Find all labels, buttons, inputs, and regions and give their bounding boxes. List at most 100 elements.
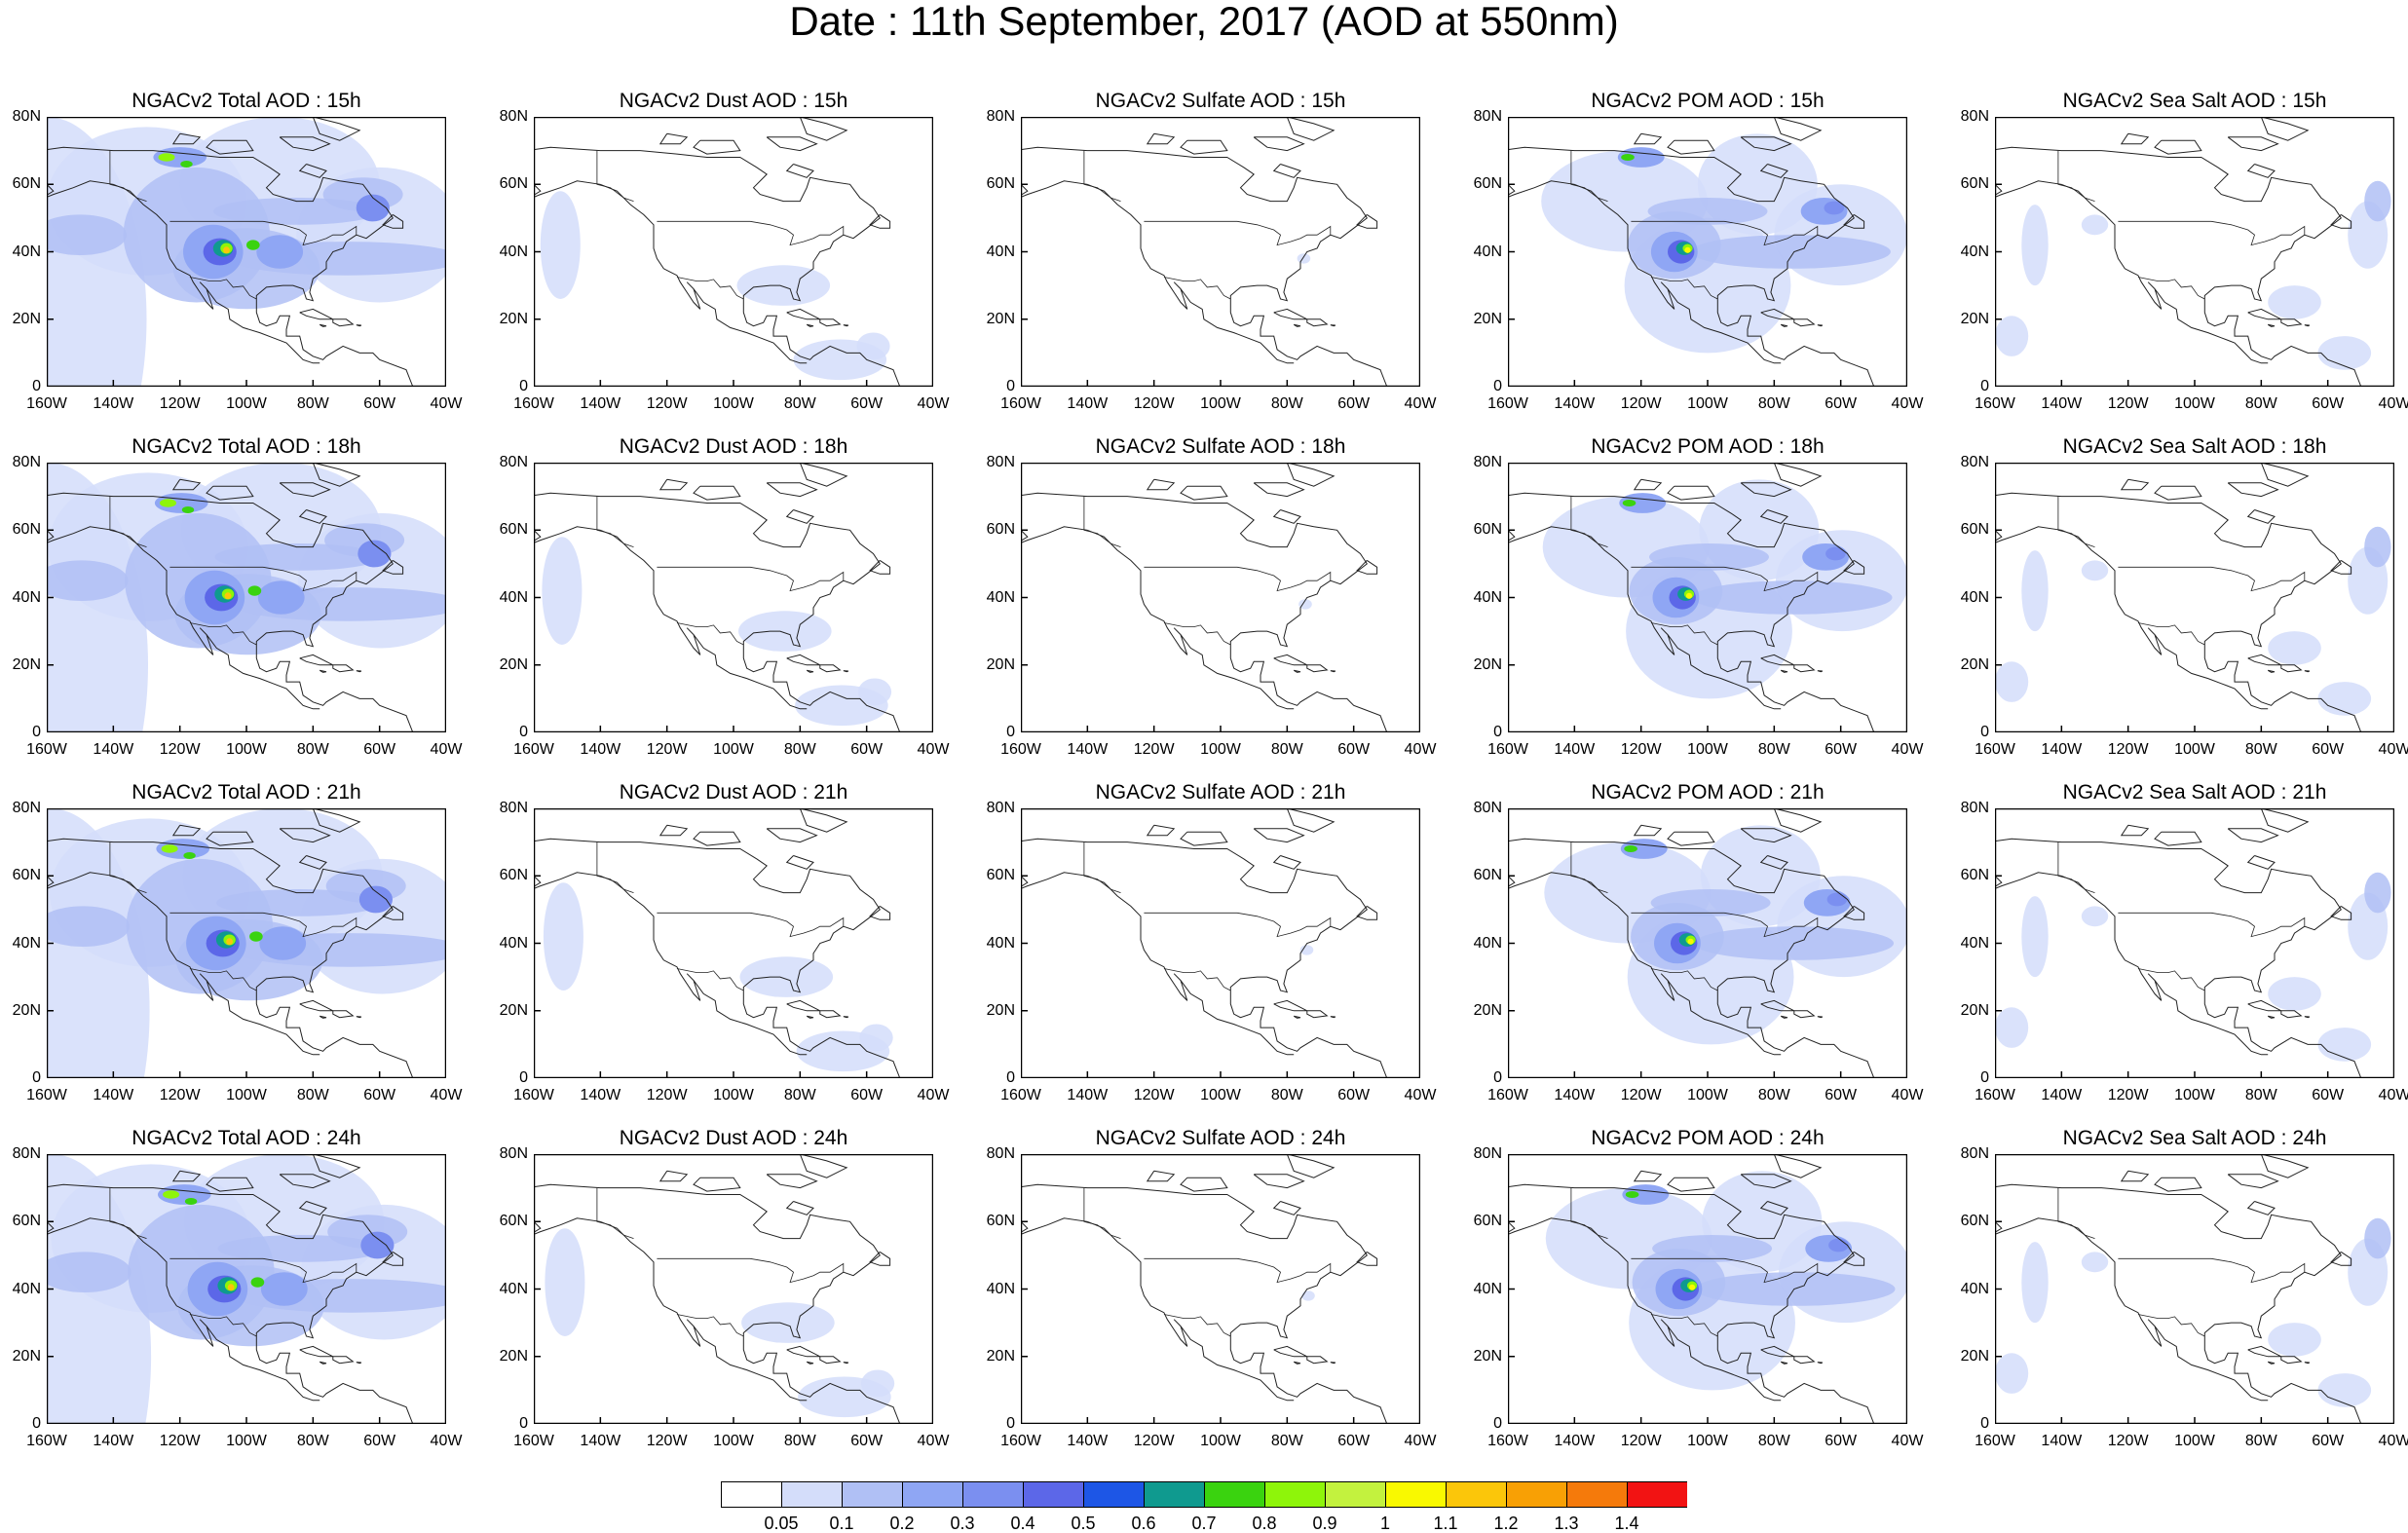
aod-patch (1825, 546, 1846, 561)
aod-patch (1622, 500, 1637, 506)
coastline (2330, 559, 2352, 575)
x-tick-label: 100W (713, 395, 754, 412)
border-line (1144, 912, 1332, 938)
coastline (1667, 139, 1715, 155)
border-line (169, 220, 357, 246)
coastline (1356, 905, 1378, 920)
coastline (356, 1016, 362, 1019)
coastline (1293, 669, 1301, 673)
border-line (2137, 277, 2205, 300)
aod-patch (160, 499, 176, 507)
aod-patch (2317, 1373, 2372, 1407)
border-line (1083, 1187, 1121, 1239)
map-panel (534, 117, 933, 387)
y-tick-label: 40N (1473, 1280, 1502, 1297)
aod-field (1544, 825, 1907, 1045)
coastline (382, 559, 404, 575)
coastlines (1508, 1154, 1875, 1424)
panel-title: NGACv2 Dust AOD : 21h (619, 781, 848, 804)
border-line (1144, 220, 1332, 246)
y-tick-label: 80N (1960, 108, 1989, 125)
x-tick-label: 80W (2244, 1087, 2277, 1103)
aod-patch (1826, 892, 1848, 907)
coastline (658, 1170, 689, 1182)
coastline (298, 164, 327, 178)
x-tick-label: 120W (1620, 741, 1662, 758)
colorbar-swatch (962, 1481, 1024, 1508)
coastline (2304, 1016, 2311, 1019)
x-tick-label: 140W (1067, 741, 1109, 758)
coastline (2260, 463, 2310, 487)
x-tick-label: 100W (713, 741, 754, 758)
aod-patch (856, 332, 890, 360)
x-tick-label: 120W (159, 1087, 201, 1103)
coastline (2260, 117, 2310, 141)
coastline (299, 308, 334, 320)
y-tick-label: 20N (12, 655, 41, 673)
x-tick-label: 60W (363, 1433, 396, 1449)
border-line (169, 1257, 357, 1284)
aod-patch (736, 265, 831, 306)
coastline (2280, 664, 2303, 673)
coastline (786, 308, 821, 320)
y-tick-label: 80N (12, 1145, 41, 1162)
panel-title: NGACv2 Dust AOD : 18h (619, 435, 848, 458)
aod-patch (360, 1231, 395, 1259)
aod-patch (250, 1277, 265, 1288)
border-line (1570, 841, 1608, 893)
coastline (332, 318, 355, 327)
coastline (298, 855, 327, 870)
map-panel (1508, 117, 1907, 387)
aod-patch (2317, 336, 2372, 370)
colorbar-label: 0.5 (1071, 1514, 1096, 1533)
aod-field (543, 882, 893, 1072)
coastline (1780, 323, 1788, 327)
coastline (1773, 463, 1823, 487)
y-tick-label: 80N (986, 108, 1015, 125)
y-tick-label: 0 (519, 1069, 528, 1086)
x-tick-label: 40W (1404, 741, 1437, 758)
y-tick-label: 20N (12, 1347, 41, 1365)
y-tick-label: 60N (986, 175, 1015, 193)
coastlines (534, 117, 901, 387)
aod-patch (1692, 580, 1893, 615)
aod-field (542, 537, 892, 727)
coastline (299, 999, 334, 1012)
map-panel (534, 463, 933, 732)
coastline (1286, 1154, 1336, 1178)
coastline (1995, 180, 2269, 364)
x-tick-label: 140W (1554, 1087, 1596, 1103)
y-tick-label: 0 (32, 724, 41, 740)
x-tick-label: 40W (1404, 395, 1437, 412)
coastline (786, 654, 821, 666)
aod-patch (1995, 316, 2029, 356)
x-tick-label: 120W (1620, 1433, 1662, 1449)
border-line (1163, 277, 1231, 300)
border-line (1631, 912, 1819, 938)
x-tick-label: 60W (1337, 395, 1371, 412)
coastline (786, 1345, 821, 1358)
coastline (279, 136, 331, 152)
coastline (1633, 478, 1663, 491)
coastline (206, 831, 254, 846)
aod-patch (2268, 631, 2321, 665)
coastline (2260, 808, 2310, 833)
border-line (2137, 622, 2205, 646)
aod-patch (1301, 1290, 1315, 1301)
panel-title: NGACv2 POM AOD : 15h (1591, 90, 1825, 112)
x-tick-label: 80W (1757, 395, 1790, 412)
aod-patch (47, 906, 130, 947)
aod-patch (2317, 1028, 2372, 1062)
x-tick-label: 60W (1825, 395, 1858, 412)
y-tick-label: 40N (499, 1280, 528, 1297)
coastlines (47, 463, 414, 732)
coastline (869, 213, 891, 229)
colorbar-swatch (1385, 1481, 1447, 1508)
coastline (2120, 824, 2150, 837)
coastline (356, 1362, 362, 1365)
colorbar-label: 0.2 (889, 1514, 915, 1533)
x-tick-label: 140W (2041, 395, 2083, 412)
border-line (109, 1187, 147, 1239)
coastline (1272, 855, 1301, 870)
aod-patch (47, 560, 129, 601)
